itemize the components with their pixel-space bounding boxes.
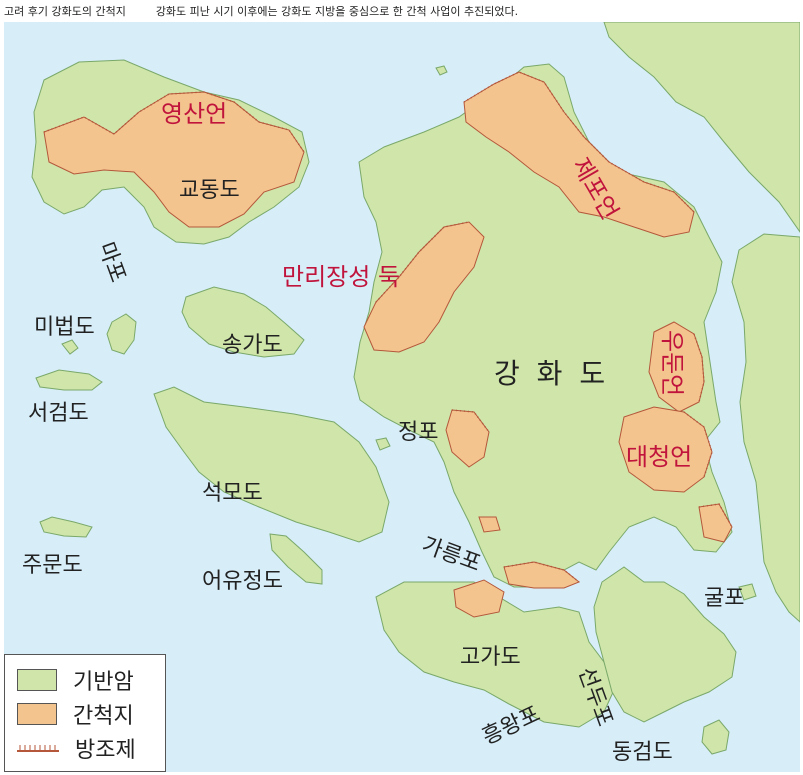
- reclaimed-swatch: [17, 703, 57, 725]
- map-drawing: [31, 22, 800, 755]
- reclaimed-udu: [648, 321, 705, 413]
- mibeop-island: [106, 313, 137, 355]
- eoyujeong-island: [269, 533, 323, 585]
- legend-item-bedrock: 기반암: [17, 665, 134, 695]
- levee-symbol: [17, 741, 59, 755]
- reclaimed-goga: [453, 579, 505, 618]
- donggeom-island: [701, 719, 730, 755]
- jumun-island: [39, 516, 93, 538]
- label-manrijangseong-levee: 만리장성 둑: [282, 263, 401, 291]
- songga-island: [181, 286, 305, 358]
- reclaimed-daecheong: [618, 406, 713, 493]
- legend-item-reclaimed: 간척지: [17, 699, 134, 729]
- reclaimed-southeast: [698, 503, 733, 543]
- map-legend: 기반암 간척지 방조제: [4, 654, 166, 772]
- legend-label-levee: 방조제: [75, 738, 136, 763]
- caption-description: 강화도 피난 시기 이후에는 강화도 지방을 중심으로 한 간척 사업이 추진되…: [155, 5, 519, 18]
- reclaimed-areas: [43, 71, 733, 618]
- label-gulpo: 굴포: [704, 586, 745, 611]
- legend-label-bedrock: 기반암: [73, 670, 134, 695]
- reclaimed-gareungpo: [503, 561, 580, 589]
- label-daecheong-levee: 대청언: [626, 443, 693, 471]
- seondupo-lobe: [593, 566, 737, 723]
- label-goga: 고가도: [460, 645, 521, 670]
- label-udu-levee: 우둔언: [658, 330, 686, 397]
- label-jumun: 주문도: [22, 553, 83, 578]
- label-seongmo: 석모도: [202, 481, 263, 506]
- label-ganghwa: 강 화 도: [494, 357, 610, 390]
- map-caption: 고려 후기 강화도의 간척지 강화도 피난 시기 이후에는 강화도 지방을 중심으…: [4, 3, 518, 21]
- reclaimed-yeongsan: [43, 91, 305, 228]
- ganghwa-map: 강 화 도 교동도 송가도 미법도 서검도 석모도 주문도 어유정도 고가도 동…: [4, 22, 800, 772]
- seogeom-island: [35, 369, 103, 391]
- legend-item-levee: 방조제: [17, 733, 136, 763]
- reclaimed-small: [478, 516, 501, 533]
- seongmo-island: [153, 386, 390, 543]
- reclaimed-jeongpo: [445, 409, 490, 468]
- islet-jeongpo: [375, 437, 391, 451]
- reclaimed-manrijangseong: [363, 221, 485, 353]
- label-jeongpo: 정포: [398, 420, 439, 445]
- islet-east: [738, 583, 757, 601]
- mainland-east: [603, 22, 800, 233]
- islet-north: [435, 65, 448, 76]
- label-donggeom: 동검도: [612, 740, 673, 765]
- levee-lines: [43, 71, 733, 583]
- label-gyodong: 교동도: [179, 178, 240, 203]
- label-seogeom: 서검도: [28, 401, 89, 426]
- label-songga: 송가도: [222, 333, 283, 358]
- caption-title: 고려 후기 강화도의 간척지: [4, 5, 126, 18]
- label-mibeop: 미법도: [34, 315, 95, 340]
- mibeop-islet: [61, 339, 79, 355]
- bedrock-swatch: [17, 669, 57, 691]
- reclaimed-jesepo: [463, 71, 695, 238]
- mainland-east-lower: [731, 233, 800, 623]
- label-eoyujeong: 어유정도: [202, 569, 283, 594]
- legend-label-reclaimed: 간척지: [73, 704, 134, 729]
- label-yeongsan-levee: 영산언: [161, 100, 228, 128]
